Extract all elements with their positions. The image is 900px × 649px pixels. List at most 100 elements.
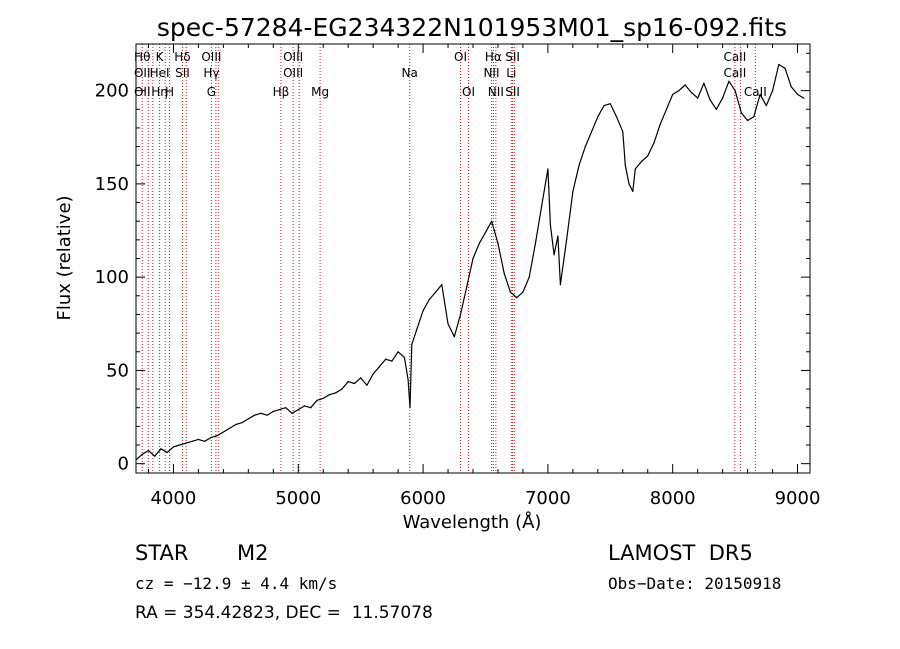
spectrum-point (715, 108, 718, 110)
spectrum-point (172, 446, 174, 448)
spectrum-point (347, 381, 349, 383)
spectrum-point (522, 291, 524, 293)
spectrum-point (428, 298, 430, 301)
spectrum-point (790, 86, 792, 88)
spectral-line-label: CaII (723, 66, 746, 80)
spectrum-point (272, 410, 274, 412)
spectrum-point (672, 93, 674, 95)
spectrum-point (778, 63, 780, 66)
spectrum-point (391, 360, 393, 362)
spectrum-point (335, 392, 337, 394)
spectrum-point (322, 397, 324, 399)
spectrum-point (597, 116, 599, 118)
spectrum-point (796, 93, 799, 95)
spectral-line-label: Hη (151, 85, 168, 99)
spectrum-point (622, 131, 624, 133)
spectrum-point (422, 310, 424, 312)
spectrum-point (765, 105, 767, 107)
spectrum-point (547, 168, 549, 170)
spectral-line-label: Hθ (134, 50, 150, 64)
spectrum-point (615, 116, 618, 118)
spectrum-point (409, 407, 411, 409)
spectrum-point (709, 99, 711, 101)
spectrum-point (784, 67, 786, 69)
spectrum-point (341, 388, 343, 390)
object-class: STAR (135, 541, 189, 565)
spectrum-point (509, 291, 511, 293)
spectrum-point (210, 437, 212, 439)
spectrum-point (534, 243, 537, 245)
spectrum-point (603, 105, 605, 107)
spectrum-point (559, 284, 562, 286)
spectrum-point (528, 276, 530, 278)
spectral-line-label: Hδ (174, 50, 190, 64)
spectrum-point (216, 435, 218, 437)
y-tick-label: 200 (95, 81, 129, 102)
axis-ticks: 4000 5000 6000 7000 8000 9000 0 50 100 150 200 (95, 44, 820, 509)
spectrum-point (222, 431, 224, 433)
spectrum-point (291, 412, 293, 414)
spectrum-point (378, 366, 380, 368)
x-tick-label: 8000 (650, 488, 696, 509)
y-tick-label: 0 (118, 454, 129, 475)
spectrum-point (147, 450, 150, 452)
x-axis-label: Wavelength (Å) (403, 511, 542, 533)
spectral-line-label: Hα (485, 50, 502, 64)
spectrum-point (728, 80, 730, 82)
spectrum-point (772, 90, 774, 92)
spectrum-point (407, 379, 409, 381)
spectrum-point (403, 356, 405, 358)
spectrum-point (609, 103, 611, 105)
spectrum-point (632, 190, 634, 192)
spectrum-point (266, 414, 268, 416)
spectral-line-label: SII (505, 50, 520, 64)
spectrum-point (254, 414, 256, 416)
spectrum-point (154, 455, 156, 457)
spectrum-point (803, 97, 805, 99)
spectral-line-label: OI (462, 85, 475, 99)
spectrum-point (141, 453, 143, 455)
spectral-line-label: SII (505, 85, 520, 99)
spectral-line-label: NII (488, 85, 504, 99)
spectrum-point (397, 351, 399, 353)
spectrum-point (478, 243, 480, 245)
spectrum-line (135, 63, 805, 461)
spectral-line-label: G (207, 85, 216, 99)
chart-title: spec-57284-EG234322N101953M01_sp16-092.f… (157, 13, 787, 42)
spectrum-point (260, 412, 262, 414)
spectrum-point (491, 220, 493, 222)
spectrum-point (247, 418, 249, 420)
object-subclass: M2 (237, 541, 269, 565)
spectral-line-label: HeI (150, 66, 170, 80)
spectrum-point (497, 243, 499, 245)
spectral-line-label: H (165, 85, 174, 99)
spectrum-point (435, 291, 437, 293)
spectral-line-label: OI (454, 50, 467, 64)
spectrum-point (303, 405, 306, 407)
spectrum-point (472, 257, 474, 260)
spectrum-point (516, 297, 518, 299)
x-tick-label: 7000 (525, 488, 571, 509)
x-tick-label: 6000 (400, 488, 446, 509)
spectral-line-label: OIII (283, 50, 303, 64)
spectrum-point (690, 91, 693, 94)
spectrum-point (441, 284, 443, 286)
y-tick-label: 150 (95, 174, 129, 195)
spectrum-point (640, 160, 643, 163)
spectrum-point (653, 142, 655, 144)
spectrum-series (135, 63, 805, 461)
spectrum-point (591, 131, 593, 133)
spectrum-point (310, 407, 312, 409)
spectrum-point (360, 377, 362, 379)
spectrum-point (297, 409, 299, 411)
spectrum-point (459, 313, 462, 316)
spectrum-point (466, 285, 468, 288)
spectrum-point (566, 239, 568, 241)
spectrum-point (697, 97, 699, 99)
spectrum-point (278, 409, 281, 411)
redshift-cz: cz = −12.9 ± 4.4 km/s (135, 574, 338, 593)
spectrum-point (584, 146, 586, 148)
spectrum-point (166, 451, 168, 454)
spectral-line-label: OII (134, 66, 151, 80)
spectrum-point (659, 123, 661, 125)
